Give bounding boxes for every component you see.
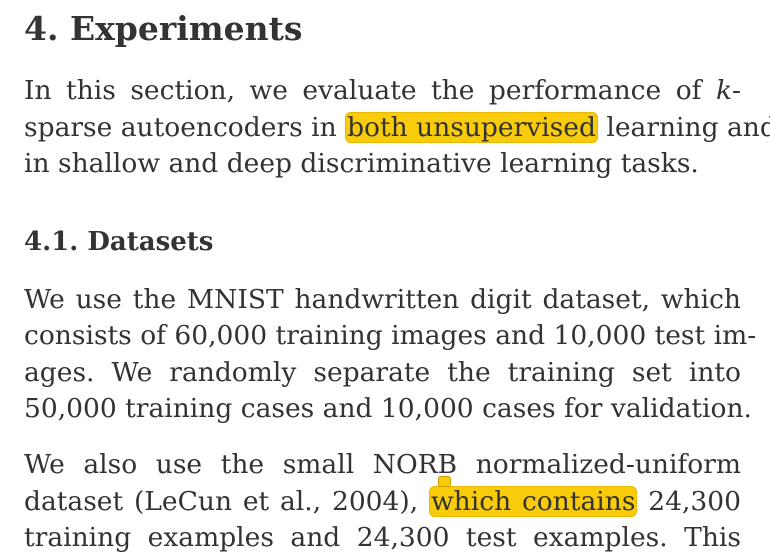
text-line: We use the MNIST handwritten digit datas… — [24, 284, 741, 315]
text-span: 24,300 — [637, 486, 741, 517]
section-title: 4. Experiments — [24, 9, 303, 48]
highlight-annotation[interactable]: both unsupervised — [345, 112, 598, 143]
math-variable: k — [715, 75, 733, 106]
text-span: sparse autoencoders in — [24, 112, 346, 143]
text-line: consists of 60,000 training images and 1… — [24, 320, 757, 351]
text-span: dataset (LeCun et al., 2004), — [24, 486, 429, 517]
text-line: dataset (LeCun et al., 2004), which cont… — [24, 484, 741, 520]
text-line: We also use the small NORB normalized-un… — [24, 449, 741, 480]
text-span: In this section, we evaluate the perform… — [24, 75, 716, 106]
subsection-title: 4.1. Datasets — [24, 227, 214, 257]
text-line: training examples and 24,300 test exampl… — [24, 522, 741, 553]
text-line: in shallow and deep discriminative learn… — [24, 148, 699, 179]
text-line: In this section, we evaluate the perform… — [24, 73, 741, 109]
text-line: 50,000 training cases and 10,000 cases f… — [24, 393, 752, 424]
comment-note-icon[interactable] — [438, 476, 451, 487]
text-line: ages. We randomly separate the training … — [24, 357, 741, 388]
text-line: sparse autoencoders in both unsupervised… — [24, 110, 770, 146]
text-span: - — [732, 75, 741, 106]
highlight-annotation[interactable]: which contains — [429, 486, 638, 517]
text-span: learning and — [597, 112, 770, 143]
